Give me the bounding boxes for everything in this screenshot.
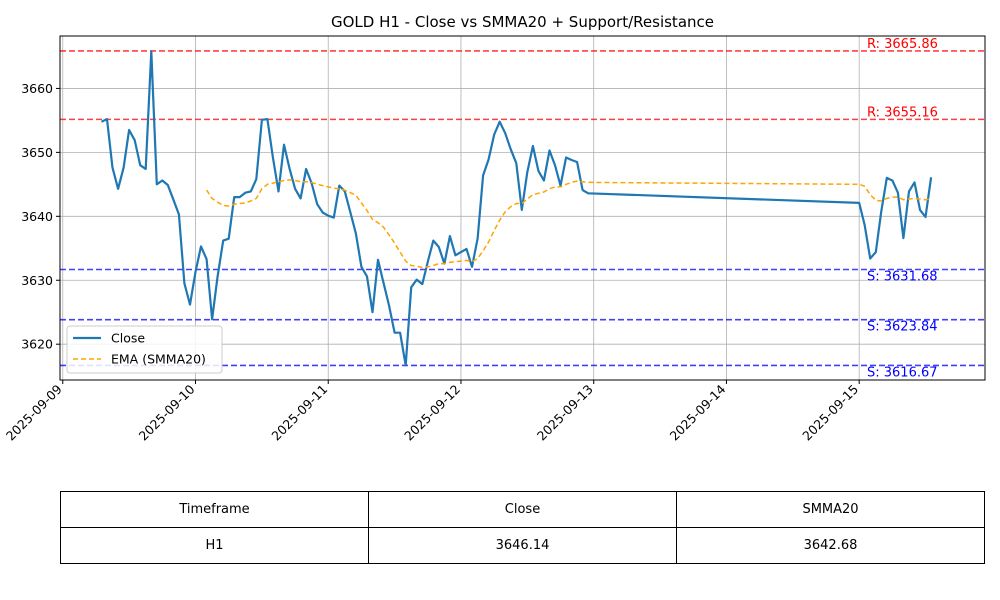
x-tick-label: 2025-09-13 <box>534 382 596 444</box>
table-header-row: Timeframe Close SMMA20 <box>60 491 985 528</box>
resistance-label: R: 3655.16 <box>867 105 938 120</box>
grid <box>60 36 985 380</box>
support-label: S: 3631.68 <box>867 270 938 285</box>
y-tick-label: 3620 <box>21 337 53 352</box>
close-line <box>101 50 933 367</box>
y-axis: 3620 3630 3640 3650 3660 <box>21 81 60 352</box>
table-header-cell: SMMA20 <box>676 491 985 528</box>
x-tick-label: 2025-09-12 <box>401 382 463 444</box>
y-tick-label: 3650 <box>21 145 53 160</box>
table-cell: H1 <box>60 527 369 564</box>
table-header-cell: Close <box>368 491 677 528</box>
table-cell: 3642.68 <box>676 527 985 564</box>
x-tick-label: 2025-09-15 <box>799 382 861 444</box>
table-cell: 3646.14 <box>368 527 677 564</box>
y-tick-label: 3630 <box>21 273 53 288</box>
chart-title: GOLD H1 - Close vs SMMA20 + Support/Resi… <box>331 13 714 31</box>
resistance-label: R: 3665.86 <box>867 37 938 52</box>
legend-close-label: Close <box>111 331 145 346</box>
table-row: H1 3646.14 3642.68 <box>60 527 985 564</box>
level-labels: R: 3665.86 R: 3655.16 S: 3631.68 S: 3623.84… <box>867 37 938 381</box>
x-tick-label: 2025-09-09 <box>3 381 65 443</box>
x-tick-label: 2025-09-10 <box>136 381 198 443</box>
chart: GOLD H1 - Close vs SMMA20 + Support/Resi… <box>3 13 986 443</box>
table-header-cell: Timeframe <box>60 491 369 528</box>
support-label: S: 3616.67 <box>867 365 938 380</box>
support-label: S: 3623.84 <box>867 320 938 335</box>
y-tick-label: 3660 <box>21 81 53 96</box>
y-tick-label: 3640 <box>21 209 53 224</box>
summary-table: Timeframe Close SMMA20 H1 3646.14 3642.6… <box>60 491 985 564</box>
x-tick-label: 2025-09-11 <box>268 382 330 444</box>
x-tick-label: 2025-09-14 <box>667 381 729 443</box>
legend-box <box>66 325 223 374</box>
legend: Close EMA (SMMA20) <box>66 325 223 374</box>
smma20-line <box>205 179 932 269</box>
x-axis: 2025-09-09 2025-09-10 2025-09-11 2025-09-12… <box>3 380 861 443</box>
legend-smma-label: EMA (SMMA20) <box>111 352 206 367</box>
plot-frame <box>59 35 986 381</box>
series-lines <box>101 50 933 367</box>
